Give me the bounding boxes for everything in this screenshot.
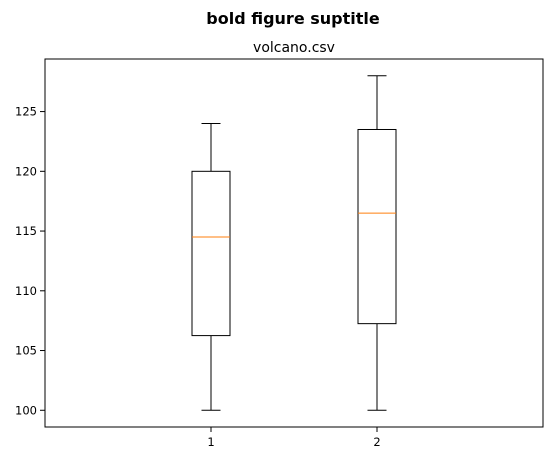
axes-title: volcano.csv [253,40,335,56]
plot-area: 100 105 110 115 120 125 1 2 [15,75,397,449]
y-tick-label-105: 105 [15,344,37,358]
y-tick-label-125: 125 [15,105,37,119]
box-1 [191,170,231,337]
axes-frame [44,58,544,428]
box-2 [357,128,397,325]
y-tick-label-110: 110 [15,284,37,298]
y-tick-label-100: 100 [15,403,37,417]
y-tick-label-115: 115 [15,224,37,238]
x-tick-label-1: 1 [207,435,214,449]
figure-suptitle: bold figure suptitle [206,9,380,28]
y-tick-label-120: 120 [15,164,37,178]
x-tick-label-2: 2 [373,435,380,449]
